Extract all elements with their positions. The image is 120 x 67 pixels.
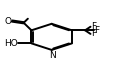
Text: F: F <box>91 22 96 31</box>
Text: HO: HO <box>4 39 18 48</box>
Text: F: F <box>91 29 96 38</box>
Text: N: N <box>49 51 56 60</box>
Text: O: O <box>5 17 12 26</box>
Text: F: F <box>94 26 99 35</box>
